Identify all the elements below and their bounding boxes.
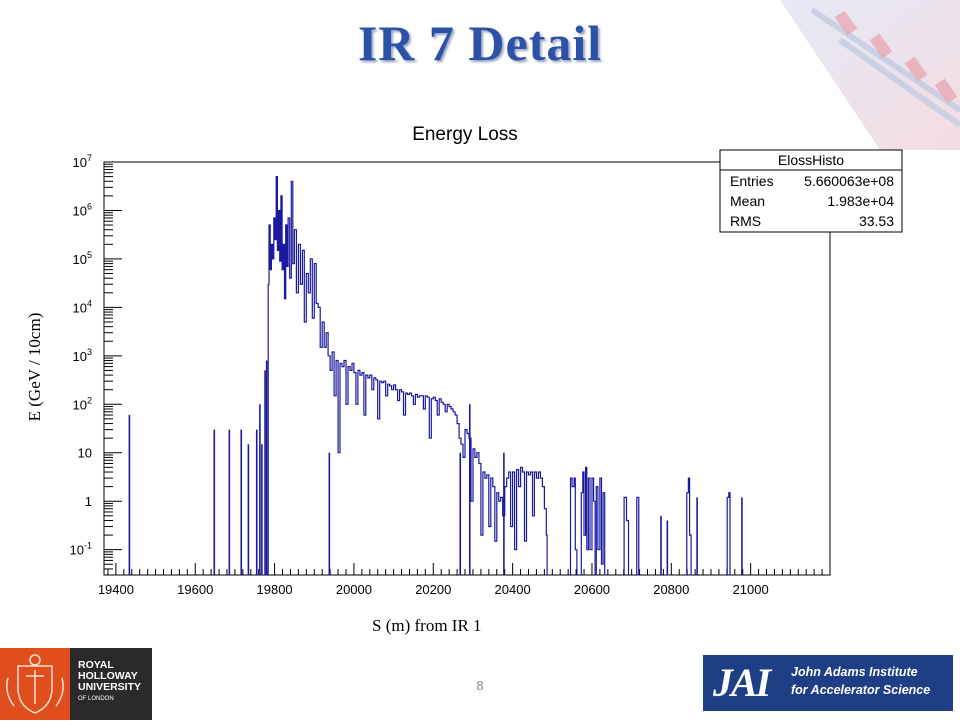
x-tick-label: 19600 [177, 582, 213, 597]
jai-mark: JAI [713, 660, 771, 705]
crest-icon [0, 648, 70, 720]
x-tick-label: 20000 [336, 582, 372, 597]
stats-value: 1.983e+04 [827, 193, 894, 209]
y-tick-label: 10-1 [70, 541, 92, 558]
x-tick-label: 19400 [98, 582, 134, 597]
histogram-segment [623, 496, 630, 576]
histogram [128, 176, 743, 576]
logo-line-1: ROYAL [78, 659, 114, 671]
y-tick-label: 106 [73, 201, 92, 218]
logo-line-3: UNIVERSITY [78, 681, 142, 693]
x-axis: 19400 19600 19800 20000 20200 20400 20600 20800… [98, 563, 823, 597]
stats-value: 33.53 [859, 213, 894, 229]
royal-holloway-logo: ROYAL HOLLOWAY UNIVERSITY OF LONDON [0, 648, 152, 720]
plot-area [103, 161, 831, 576]
stats-label: Entries [730, 173, 774, 189]
y-axis: 10-1 1 10 102 103 104 105 106 107 [70, 153, 122, 570]
histogram-segment [636, 496, 640, 576]
y-tick-label: 105 [73, 250, 92, 267]
stats-label: Mean [730, 193, 765, 209]
histogram-segment [569, 477, 578, 576]
x-axis-title: S (m) from IR 1 [372, 616, 482, 635]
histogram-segment [580, 466, 596, 576]
y-tick-label: 107 [73, 153, 92, 170]
logo-line-4: OF LONDON [78, 696, 114, 702]
x-tick-label: 21000 [733, 582, 769, 597]
logo-line-2: HOLLOWAY [78, 670, 138, 682]
y-tick-label: 103 [73, 347, 92, 364]
decorative-magnet-graphic [780, 0, 960, 150]
histogram-segment [686, 477, 692, 576]
stats-value: 5.660063e+08 [804, 173, 894, 189]
y-axis-title: E (GeV / 10cm) [25, 312, 44, 422]
x-tick-label: 20200 [415, 582, 451, 597]
stats-box: ElossHisto Entries 5.660063e+08 Mean 1.983e… [719, 149, 903, 233]
x-tick-label: 19800 [257, 582, 293, 597]
y-tick-label: 1 [85, 494, 92, 509]
histogram-segment [267, 176, 548, 575]
jai-logo-line-2: for Accelerator Science [791, 683, 931, 697]
histogram-segment [726, 492, 731, 576]
slide-title: IR 7 Detail [357, 15, 603, 71]
histogram-segment [595, 477, 606, 576]
y-tick-label: 104 [73, 298, 92, 315]
stats-label: RMS [730, 213, 761, 229]
jai-logo: JAI John Adams Institute for Accelerator… [703, 655, 953, 711]
y-tick-label: 10 [78, 446, 92, 461]
chart-title: Energy Loss [412, 124, 518, 145]
x-tick-label: 20600 [574, 582, 610, 597]
page-number: 8 [476, 678, 484, 693]
x-tick-label: 20400 [495, 582, 531, 597]
x-tick-label: 20800 [653, 582, 689, 597]
stats-box-title: ElossHisto [778, 152, 844, 168]
y-tick-label: 102 [73, 395, 92, 412]
jai-logo-line-1: John Adams Institute [791, 665, 918, 679]
